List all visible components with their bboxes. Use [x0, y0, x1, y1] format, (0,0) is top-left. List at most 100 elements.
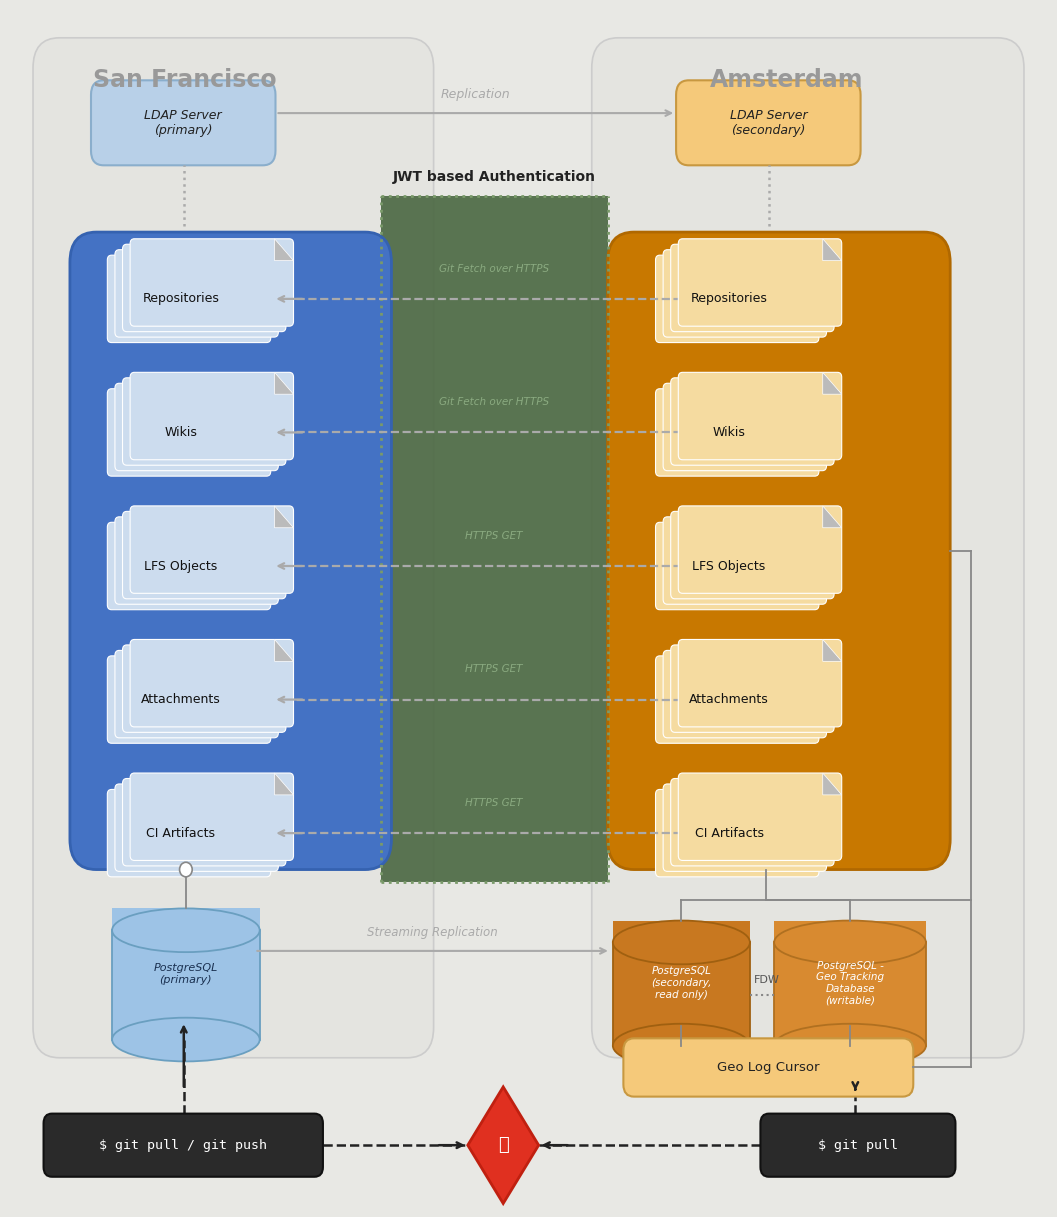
Polygon shape	[259, 383, 278, 405]
Text: $ git pull: $ git pull	[818, 1139, 898, 1151]
Polygon shape	[381, 196, 608, 881]
FancyBboxPatch shape	[663, 650, 827, 738]
Polygon shape	[822, 639, 841, 661]
Polygon shape	[808, 383, 827, 405]
FancyBboxPatch shape	[123, 779, 286, 867]
FancyBboxPatch shape	[671, 245, 834, 332]
Polygon shape	[275, 639, 294, 661]
Polygon shape	[259, 784, 278, 806]
Polygon shape	[800, 522, 819, 544]
FancyBboxPatch shape	[115, 517, 278, 605]
Text: CI Artifacts: CI Artifacts	[146, 826, 216, 840]
FancyBboxPatch shape	[671, 645, 834, 733]
Polygon shape	[815, 645, 834, 667]
Text: JWT based Authentication: JWT based Authentication	[393, 170, 596, 185]
FancyBboxPatch shape	[115, 383, 278, 471]
Polygon shape	[808, 249, 827, 271]
FancyBboxPatch shape	[115, 784, 278, 871]
FancyBboxPatch shape	[671, 377, 834, 465]
FancyBboxPatch shape	[676, 80, 860, 166]
Polygon shape	[613, 920, 749, 942]
FancyBboxPatch shape	[679, 372, 841, 460]
Polygon shape	[808, 784, 827, 806]
FancyBboxPatch shape	[130, 239, 294, 326]
FancyBboxPatch shape	[655, 656, 819, 744]
Ellipse shape	[112, 1017, 260, 1061]
Ellipse shape	[774, 920, 926, 964]
FancyBboxPatch shape	[130, 506, 294, 594]
FancyBboxPatch shape	[655, 388, 819, 476]
Polygon shape	[259, 517, 278, 539]
Polygon shape	[275, 372, 294, 394]
Ellipse shape	[613, 920, 749, 964]
Polygon shape	[267, 645, 286, 667]
Polygon shape	[808, 650, 827, 672]
Polygon shape	[252, 388, 271, 410]
Text: Repositories: Repositories	[143, 292, 219, 305]
Text: Wikis: Wikis	[165, 426, 198, 439]
Text: Attachments: Attachments	[141, 692, 221, 706]
Ellipse shape	[613, 1023, 749, 1067]
Polygon shape	[267, 779, 286, 801]
Polygon shape	[774, 942, 926, 1045]
Circle shape	[180, 863, 192, 876]
FancyBboxPatch shape	[655, 790, 819, 876]
Text: LFS Objects: LFS Objects	[144, 560, 218, 572]
Text: Git Fetch over HTTPS: Git Fetch over HTTPS	[439, 264, 550, 274]
Polygon shape	[822, 372, 841, 394]
Text: Streaming Replication: Streaming Replication	[367, 926, 498, 938]
Polygon shape	[275, 239, 294, 260]
Polygon shape	[815, 245, 834, 267]
Text: PostgreSQL -
Geo Tracking
Database
(writable): PostgreSQL - Geo Tracking Database (writ…	[816, 960, 884, 1005]
FancyBboxPatch shape	[655, 256, 819, 342]
Text: Repositories: Repositories	[690, 292, 767, 305]
FancyBboxPatch shape	[663, 784, 827, 871]
Text: FDW: FDW	[754, 975, 780, 985]
Polygon shape	[774, 920, 926, 942]
FancyBboxPatch shape	[671, 779, 834, 867]
Polygon shape	[815, 377, 834, 399]
Polygon shape	[800, 790, 819, 812]
FancyBboxPatch shape	[130, 639, 294, 727]
FancyBboxPatch shape	[663, 249, 827, 337]
Text: Wikis: Wikis	[712, 426, 745, 439]
FancyBboxPatch shape	[123, 645, 286, 733]
FancyBboxPatch shape	[70, 232, 391, 870]
FancyBboxPatch shape	[663, 517, 827, 605]
Polygon shape	[613, 942, 749, 1045]
FancyBboxPatch shape	[115, 650, 278, 738]
FancyBboxPatch shape	[671, 511, 834, 599]
Polygon shape	[822, 773, 841, 795]
Text: San Francisco: San Francisco	[93, 68, 277, 92]
FancyBboxPatch shape	[679, 239, 841, 326]
Polygon shape	[800, 656, 819, 678]
FancyBboxPatch shape	[679, 639, 841, 727]
Polygon shape	[822, 506, 841, 528]
FancyBboxPatch shape	[108, 790, 271, 876]
Text: LFS Objects: LFS Objects	[692, 560, 765, 572]
FancyBboxPatch shape	[123, 511, 286, 599]
Text: LDAP Server
(secondary): LDAP Server (secondary)	[729, 108, 808, 136]
FancyBboxPatch shape	[115, 249, 278, 337]
Text: Attachments: Attachments	[689, 692, 768, 706]
Text: $ git pull / git push: $ git pull / git push	[99, 1139, 267, 1151]
Polygon shape	[267, 511, 286, 533]
Polygon shape	[112, 908, 260, 930]
Polygon shape	[259, 249, 278, 271]
Polygon shape	[252, 256, 271, 277]
FancyBboxPatch shape	[108, 522, 271, 610]
Text: LDAP Server
(primary): LDAP Server (primary)	[145, 108, 222, 136]
Text: PostgreSQL
(primary): PostgreSQL (primary)	[153, 963, 218, 985]
FancyBboxPatch shape	[624, 1038, 913, 1097]
FancyBboxPatch shape	[608, 232, 950, 870]
Polygon shape	[252, 656, 271, 678]
Text: Amsterdam: Amsterdam	[709, 68, 863, 92]
FancyBboxPatch shape	[108, 256, 271, 342]
Polygon shape	[252, 790, 271, 812]
Ellipse shape	[112, 908, 260, 952]
FancyBboxPatch shape	[123, 245, 286, 332]
Polygon shape	[267, 245, 286, 267]
Polygon shape	[800, 256, 819, 277]
FancyBboxPatch shape	[33, 38, 433, 1058]
Text: Git Fetch over HTTPS: Git Fetch over HTTPS	[439, 397, 550, 406]
